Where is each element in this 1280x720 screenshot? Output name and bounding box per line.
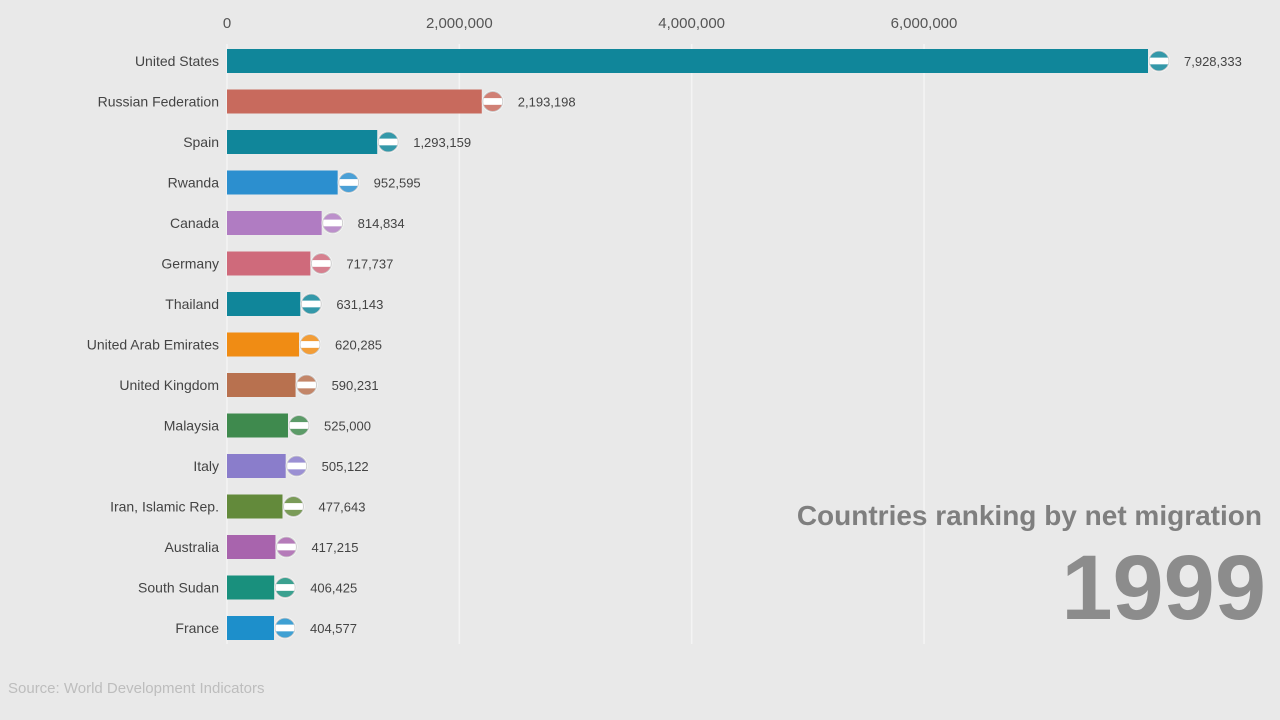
value-label: 477,643 [318,500,365,515]
bar-row: United Arab Emirates 620,285 [87,332,382,357]
bar-row: Iran, Islamic Rep. 477,643 [110,494,365,519]
bar [227,575,275,600]
category-label: United States [135,53,219,69]
flag-ca-icon [321,212,344,234]
bar-row: Australia 417,215 [165,535,358,559]
category-label: Italy [193,458,219,474]
category-label: France [175,620,219,636]
x-axis-ticks: 0 2,000,000 4,000,000 6,000,000 [223,15,958,32]
category-label: Malaysia [164,418,219,434]
bar-row: Rwanda 952,595 [168,170,421,195]
bar [227,454,286,478]
flag-rw-icon [337,171,360,194]
category-label: Thailand [165,296,219,312]
flag-ss-icon [274,576,297,599]
value-label: 717,737 [346,257,393,272]
x-tick-label: 2,000,000 [426,15,493,32]
category-label: South Sudan [138,580,219,596]
bar-row: Spain 1,293,159 [183,130,471,154]
bars: United States 7,928,333 Russian Federation… [87,49,1242,640]
bar-row: Canada 814,834 [170,211,405,235]
category-label: Rwanda [168,175,220,191]
category-label: Australia [165,539,220,555]
x-tick-label: 4,000,000 [658,15,725,32]
category-label: Spain [183,134,219,150]
category-label: United Arab Emirates [87,337,219,353]
source-note: Source: World Development Indicators [8,680,265,697]
x-tick-label: 6,000,000 [891,15,958,32]
bar [227,494,283,519]
bar-row: France 404,577 [175,616,357,640]
value-label: 590,231 [332,378,379,393]
value-label: 406,425 [310,581,357,596]
bar-row: Thailand 631,143 [165,292,383,316]
value-label: 417,215 [311,540,358,555]
category-label: Russian Federation [98,94,219,110]
flag-ir-icon [282,495,305,518]
value-label: 2,193,198 [518,95,576,110]
bar [227,211,322,235]
flag-gb-icon [295,374,318,396]
bar [227,49,1148,73]
value-label: 525,000 [324,419,371,434]
flag-my-icon [287,414,310,437]
bar [227,130,378,154]
flag-ae-icon [299,333,322,356]
bar [227,170,338,195]
bar [227,332,300,357]
category-label: United Kingdom [119,377,219,393]
value-label: 505,122 [322,459,369,474]
flag-us-icon [1148,50,1170,72]
bar [227,535,276,559]
year-label: 1999 [1061,537,1266,639]
bar-row: South Sudan 406,425 [138,575,357,600]
bar-row: United Kingdom 590,231 [119,373,379,397]
flag-th-icon [300,293,323,315]
value-label: 631,143 [336,297,383,312]
flag-ru-icon [481,90,504,113]
value-label: 620,285 [335,338,382,353]
flag-fr-icon [273,617,296,639]
bar-row: Italy 505,122 [193,454,369,478]
bar-row: Malaysia 525,000 [164,413,371,438]
category-label: Germany [161,256,219,272]
flag-au-icon [275,536,298,558]
bar [227,251,311,276]
value-label: 7,928,333 [1184,54,1242,69]
flag-es-icon [377,131,400,153]
bar-row: Russian Federation 2,193,198 [98,89,576,114]
bar [227,89,482,114]
bar-row: United States 7,928,333 [135,49,1242,73]
bar [227,292,301,316]
bar [227,616,274,640]
bar-row: Germany 717,737 [161,251,393,276]
x-tick-label: 0 [223,15,231,32]
flag-de-icon [310,252,333,275]
category-label: Canada [170,215,219,231]
value-label: 952,595 [374,176,421,191]
bar [227,413,288,438]
value-label: 1,293,159 [413,135,471,150]
value-label: 404,577 [310,621,357,636]
flag-it-icon [285,455,308,477]
chart-title: Countries ranking by net migration [796,500,1262,531]
bar [227,373,296,397]
category-label: Iran, Islamic Rep. [110,499,219,515]
value-label: 814,834 [358,216,405,231]
